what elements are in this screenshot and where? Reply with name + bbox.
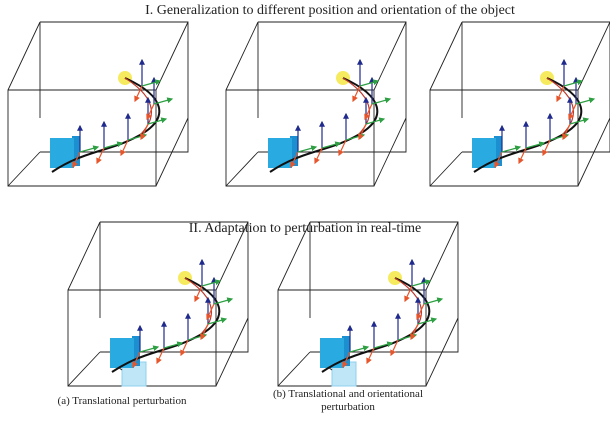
- axis-x: [563, 79, 584, 87]
- axis-y: [542, 139, 551, 157]
- axis-x: [411, 279, 432, 287]
- box-wireframe: [67, 221, 249, 387]
- axis-y: [404, 285, 413, 303]
- axis-x: [297, 145, 318, 153]
- scene: [277, 221, 459, 387]
- axis-x: [207, 317, 228, 325]
- axis-y: [342, 351, 351, 369]
- axis-y: [568, 103, 577, 121]
- caption: (b) Translational and orientational: [273, 388, 423, 400]
- cube: [110, 338, 134, 368]
- axis-x: [525, 141, 546, 149]
- cube-side: [72, 136, 80, 166]
- axis-x: [103, 141, 124, 149]
- axis-x: [141, 79, 162, 87]
- cube-side: [132, 336, 140, 366]
- axis-y: [132, 351, 141, 369]
- scene: [67, 221, 249, 387]
- axis-y: [562, 123, 571, 141]
- axis-x: [569, 117, 590, 125]
- axis-x: [373, 341, 394, 349]
- axis-y: [200, 323, 209, 341]
- axis-x: [213, 297, 234, 305]
- axis-y: [120, 139, 129, 157]
- scene: [429, 21, 610, 187]
- axis-x: [501, 145, 522, 153]
- axis-y: [416, 303, 425, 321]
- axis-y: [180, 339, 189, 357]
- axis-y: [140, 123, 149, 141]
- axis-x: [423, 297, 444, 305]
- box-wireframe: [225, 21, 407, 187]
- axis-y: [364, 103, 373, 121]
- axis-y: [290, 151, 299, 169]
- cube: [320, 338, 344, 368]
- caption: perturbation: [321, 401, 375, 413]
- axis-y: [358, 123, 367, 141]
- axis-x: [371, 97, 392, 105]
- scene: [225, 21, 407, 187]
- axis-y: [146, 103, 155, 121]
- scene: [7, 21, 189, 187]
- section-title: I. Generalization to different position …: [145, 3, 515, 18]
- box-wireframe: [7, 21, 189, 187]
- cube: [50, 138, 74, 168]
- section-title: II. Adaptation to perturbation in real-t…: [189, 221, 421, 236]
- axis-y: [390, 339, 399, 357]
- axis-x: [359, 79, 380, 87]
- cube-side: [290, 136, 298, 166]
- axis-x: [139, 345, 160, 353]
- box-wireframe: [429, 21, 610, 187]
- axis-y: [72, 151, 81, 169]
- cube: [268, 138, 292, 168]
- cube-side: [494, 136, 502, 166]
- axis-x: [153, 97, 174, 105]
- axis-x: [163, 341, 184, 349]
- axis-y: [338, 139, 347, 157]
- axis-y: [194, 285, 203, 303]
- axis-x: [321, 141, 342, 149]
- axis-x: [365, 117, 386, 125]
- axis-x: [417, 317, 438, 325]
- axis-y: [366, 347, 375, 365]
- cube: [472, 138, 496, 168]
- axis-y: [556, 85, 565, 103]
- box-wireframe: [277, 221, 459, 387]
- axis-x: [575, 97, 596, 105]
- axis-y: [134, 85, 143, 103]
- axis-x: [201, 279, 222, 287]
- axis-y: [206, 303, 215, 321]
- axis-y: [156, 347, 165, 365]
- axis-y: [352, 85, 361, 103]
- axis-y: [518, 147, 527, 165]
- caption: (a) Translational perturbation: [58, 395, 187, 407]
- axis-x: [79, 145, 100, 153]
- axis-x: [147, 117, 168, 125]
- cube-side: [342, 336, 350, 366]
- axis-x: [349, 345, 370, 353]
- axis-y: [96, 147, 105, 165]
- axis-y: [410, 323, 419, 341]
- axis-y: [314, 147, 323, 165]
- axis-y: [494, 151, 503, 169]
